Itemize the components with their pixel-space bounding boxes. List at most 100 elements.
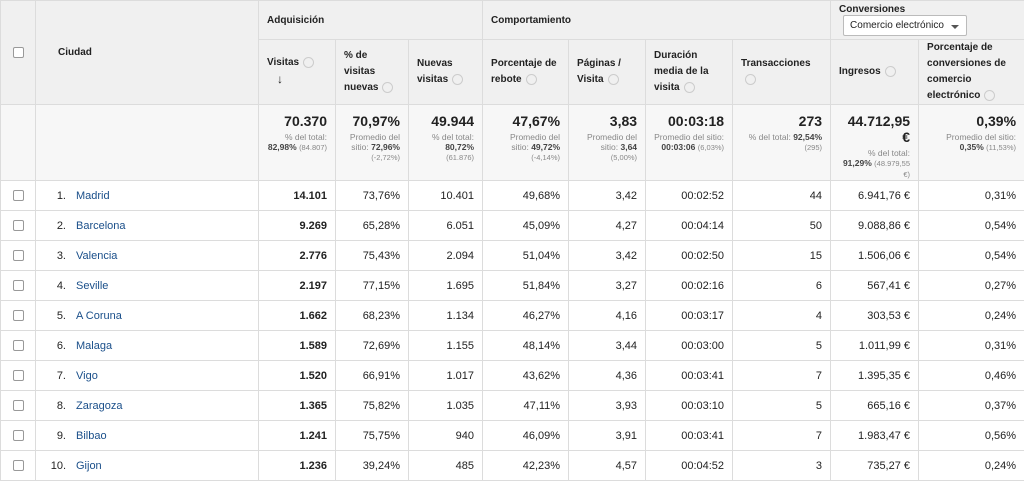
value-cell: 14.101 xyxy=(259,181,336,211)
city-link[interactable]: Zaragoza xyxy=(76,400,122,412)
city-link[interactable]: Madrid xyxy=(76,190,110,202)
total-share: 3,64 xyxy=(620,142,637,152)
city-link[interactable]: Valencia xyxy=(76,250,117,262)
value-cell: 77,15% xyxy=(336,271,409,301)
total-cell: 70.370% del total: 82,98% (84.807) xyxy=(259,105,336,181)
column-header: Transacciones xyxy=(733,40,831,105)
value-cell: 4 xyxy=(733,301,831,331)
help-icon xyxy=(885,66,896,77)
value-cell: 1.695 xyxy=(409,271,483,301)
checkbox[interactable] xyxy=(13,310,24,321)
city-link[interactable]: Bilbao xyxy=(76,430,107,442)
column-label: Nuevas visitas xyxy=(417,58,453,85)
total-cell: 70,97%Promedio del sitio: 72,96% (-2,72%… xyxy=(336,105,409,181)
city-link[interactable]: Seville xyxy=(76,280,108,292)
checkbox[interactable] xyxy=(13,220,24,231)
column-header: Duración media de la visita xyxy=(646,40,733,105)
city-link[interactable]: Gijon xyxy=(76,460,102,472)
value-cell: 00:03:41 xyxy=(646,361,733,391)
column-label: Visitas xyxy=(267,57,299,68)
value-cell: 2.776 xyxy=(259,241,336,271)
value-cell: 00:02:52 xyxy=(646,181,733,211)
total-base: (61.876) xyxy=(446,153,474,162)
value-cell: 5 xyxy=(733,331,831,361)
dropdown[interactable]: Comercio electrónico xyxy=(843,15,967,36)
value-cell: 15 xyxy=(733,241,831,271)
checkbox[interactable] xyxy=(13,400,24,411)
group-label: Conversiones xyxy=(839,4,905,15)
help-icon xyxy=(526,74,537,85)
value-cell: 00:03:00 xyxy=(646,331,733,361)
rank: 3. xyxy=(44,250,66,262)
checkbox[interactable] xyxy=(13,280,24,291)
total-value: 273 xyxy=(741,113,822,129)
value-cell: 1.589 xyxy=(259,331,336,361)
checkbox[interactable] xyxy=(13,190,24,201)
select-cell xyxy=(1,271,36,301)
checkbox[interactable] xyxy=(13,340,24,351)
value-cell: 0,31% xyxy=(919,181,1024,211)
rank: 2. xyxy=(44,220,66,232)
city-cell: 9.Bilbao xyxy=(36,421,259,451)
value-cell: 4,16 xyxy=(569,301,646,331)
city-link[interactable]: A Coruna xyxy=(76,310,122,322)
total-cell: 47,67%Promedio del sitio: 49,72% (-4,14%… xyxy=(483,105,569,181)
checkbox[interactable] xyxy=(13,430,24,441)
total-detail: Promedio del sitio: 3,64 (5,00%) xyxy=(577,132,637,163)
group-header: Adquisición xyxy=(259,1,483,40)
rank: 4. xyxy=(44,280,66,292)
value-cell: 47,11% xyxy=(483,391,569,421)
city-link[interactable]: Malaga xyxy=(76,340,112,352)
value-cell: 1.035 xyxy=(409,391,483,421)
column-header: Nuevas visitas xyxy=(409,40,483,105)
sort-arrow[interactable]: ↓ xyxy=(277,72,283,86)
value-cell: 39,24% xyxy=(336,451,409,481)
value-cell: 0,27% xyxy=(919,271,1024,301)
value-cell: 3,93 xyxy=(569,391,646,421)
total-label: % del total: xyxy=(285,132,327,142)
value-cell: 46,27% xyxy=(483,301,569,331)
value-cell: 2.094 xyxy=(409,241,483,271)
value-cell: 66,91% xyxy=(336,361,409,391)
value-cell: 00:03:17 xyxy=(646,301,733,331)
value-cell: 0,56% xyxy=(919,421,1024,451)
value-cell: 0,54% xyxy=(919,241,1024,271)
value-cell: 1.395,35 € xyxy=(831,361,919,391)
column-header: Porcentaje de conversiones de comercio e… xyxy=(919,40,1024,105)
total-share: 49,72% xyxy=(531,142,560,152)
value-cell: 1.241 xyxy=(259,421,336,451)
value-cell: 1.017 xyxy=(409,361,483,391)
value-cell: 665,16 € xyxy=(831,391,919,421)
value-cell: 00:02:50 xyxy=(646,241,733,271)
value-cell: 75,75% xyxy=(336,421,409,451)
checkbox[interactable] xyxy=(13,250,24,261)
total-base: (295) xyxy=(805,143,823,152)
value-cell: 46,09% xyxy=(483,421,569,451)
total-value: 70.370 xyxy=(267,113,327,129)
cell xyxy=(36,105,259,181)
city-link[interactable]: Vigo xyxy=(76,370,98,382)
value-cell: 4,36 xyxy=(569,361,646,391)
total-detail: % del total: 91,29% (48.979,55 €) xyxy=(839,148,910,180)
city-cell: 4. Seville xyxy=(36,271,259,301)
select-cell xyxy=(1,301,36,331)
value-cell: 68,23% xyxy=(336,301,409,331)
value-cell: 51,84% xyxy=(483,271,569,301)
total-base: (11,53%) xyxy=(986,143,1016,152)
value-cell: 9.088,86 € xyxy=(831,211,919,241)
checkbox[interactable] xyxy=(13,47,24,58)
total-base: (84.807) xyxy=(299,143,327,152)
total-value: 3,83 xyxy=(577,113,637,129)
value-cell: 49,68% xyxy=(483,181,569,211)
checkbox[interactable] xyxy=(13,460,24,471)
column-header: Visitas ↓ xyxy=(259,40,336,105)
checkbox[interactable] xyxy=(13,370,24,381)
city-link[interactable]: Barcelona xyxy=(76,220,126,232)
value-cell: 1.134 xyxy=(409,301,483,331)
city-cell: 2. Barcelona xyxy=(36,211,259,241)
value-cell: 1.365 xyxy=(259,391,336,421)
